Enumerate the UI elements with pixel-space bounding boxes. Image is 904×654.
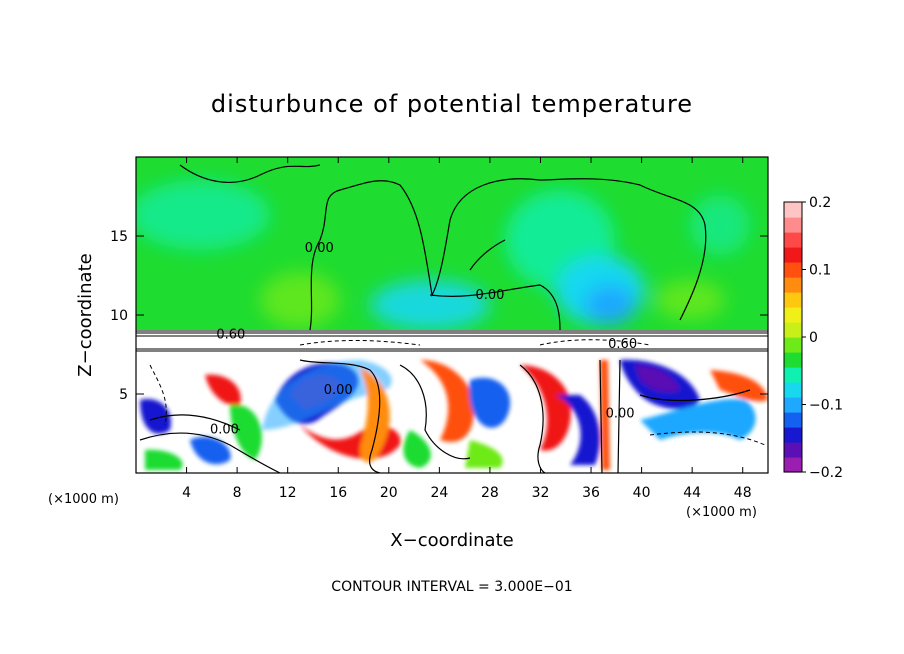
- colorbar-swatch: [784, 412, 802, 428]
- colorbar-swatch: [784, 307, 802, 323]
- colorbar-tick-label: −0.1: [809, 398, 843, 414]
- y-axis-label: Z−coordinate: [75, 253, 96, 376]
- colorbar-swatch: [784, 322, 802, 338]
- x-unit-label-left: (×1000 m): [48, 492, 119, 507]
- contour-label: 0.00: [210, 423, 239, 438]
- x-tick-label: 44: [683, 485, 701, 501]
- x-tick-label: 28: [481, 485, 499, 501]
- contour-label: 0.00: [475, 288, 504, 303]
- colorbar-swatch: [784, 217, 802, 233]
- colorbar-swatch: [784, 292, 802, 308]
- x-tick-label: 20: [380, 485, 398, 501]
- contour-lines-dashed: [149, 339, 766, 446]
- colorbar-swatch: [784, 202, 802, 218]
- colorbar-swatch: [784, 337, 802, 353]
- colorbar-tick-label: 0.1: [809, 263, 831, 279]
- x-unit-label-right: (×1000 m): [686, 505, 757, 520]
- x-tick-label: 4: [182, 485, 191, 501]
- contour-label: 0.00: [324, 383, 353, 398]
- colorbar-swatch: [784, 427, 802, 443]
- colorbar-swatch: [784, 262, 802, 278]
- colorbar-swatch: [784, 367, 802, 383]
- x-tick-label: 16: [329, 485, 347, 501]
- y-tick-label: 15: [110, 229, 128, 245]
- contour-label: 0.00: [305, 241, 334, 256]
- chart-title: disturbunce of potential temperature: [211, 90, 693, 118]
- y-axis: 5 10 15: [110, 229, 768, 403]
- contour-label: 0.00: [606, 407, 635, 422]
- colorbar-swatch: [784, 397, 802, 413]
- colorbar-swatch: [784, 247, 802, 263]
- upper-field-shading: [136, 180, 750, 330]
- contour-label: 0.60: [216, 328, 245, 343]
- colorbar-swatch: [784, 352, 802, 368]
- contour-label: 0.60: [608, 337, 637, 352]
- contour-interval-note: CONTOUR INTERVAL = 3.000E−01: [331, 579, 572, 595]
- x-tick-label: 24: [430, 485, 448, 501]
- colorbar-tick-label: −0.2: [809, 465, 843, 481]
- colorbar-swatch: [784, 277, 802, 293]
- x-tick-label: 12: [279, 485, 297, 501]
- x-tick-label: 40: [633, 485, 651, 501]
- inversion-lines: [136, 330, 768, 352]
- colorbar-swatch: [784, 442, 802, 458]
- x-axis: 4 8 12 16 20 24 28 32 36 40 44 48: [182, 157, 752, 501]
- x-tick-label: 48: [734, 485, 752, 501]
- y-tick-label: 10: [110, 308, 128, 324]
- plot-area: 0.00 0.00 0.60 0.60 0.00 0.00 0.00: [136, 157, 768, 473]
- colorbar-swatch: [784, 232, 802, 248]
- x-tick-label: 32: [532, 485, 550, 501]
- contour-label-group: 0.00 0.00 0.60 0.60 0.00 0.00 0.00: [210, 241, 637, 438]
- colorbar-tick-label: 0.2: [809, 195, 831, 211]
- x-tick-label: 8: [233, 485, 242, 501]
- colorbar: 0.2 0.1 0 −0.1 −0.2: [783, 195, 843, 481]
- contour-lines: [139, 164, 751, 473]
- y-tick-label: 5: [119, 387, 128, 403]
- x-axis-label: X−coordinate: [390, 530, 513, 551]
- colorbar-tick-label: 0: [809, 330, 818, 346]
- colorbar-swatch: [784, 457, 802, 473]
- colorbar-swatch: [784, 382, 802, 398]
- x-tick-label: 36: [582, 485, 600, 501]
